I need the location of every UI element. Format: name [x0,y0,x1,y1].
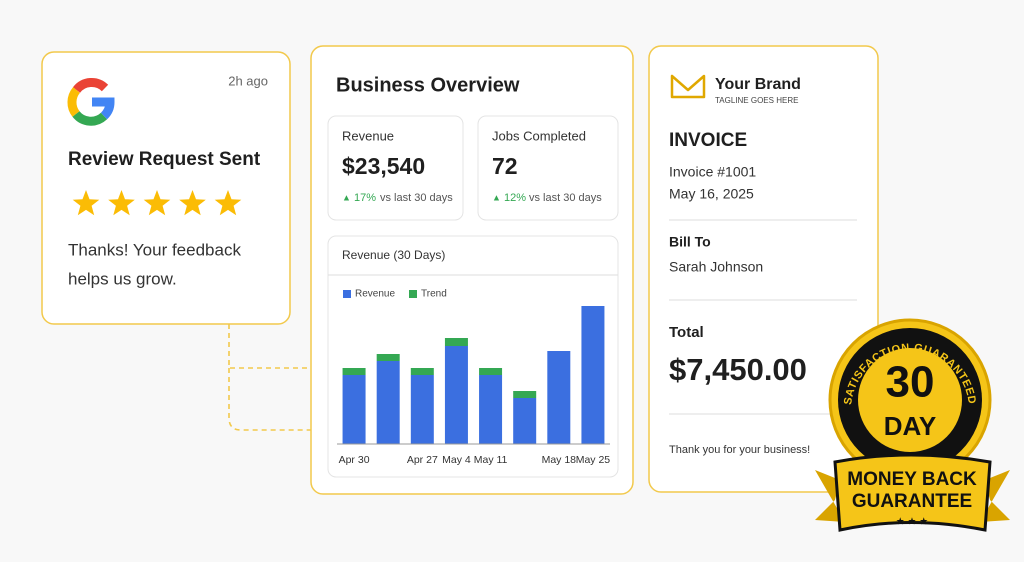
x-tick-label: May 11 [474,454,508,466]
legend-swatch [343,290,351,298]
ribbon [833,453,992,532]
ribbon-text: MONEY BACK [847,469,977,490]
message: helps us grow. [68,269,177,288]
x-tick-label: Apr 27 [407,454,438,466]
invoice-heading: INVOICE [669,130,747,151]
metric-label: Revenue [342,128,394,143]
chart: Revenue Trend Apr 30 Apr 27 May 4 May 11 May 1… [337,289,610,466]
time: 2h ago [228,73,268,88]
google-logo [67,78,115,126]
message: Thanks! Your feedback [68,240,241,259]
stars [72,190,242,216]
metric-change: 12% [504,192,526,204]
bar-segment [513,391,537,398]
badge-unit: DAY [884,411,937,441]
star [214,190,242,216]
x-tick-label: Apr 30 [339,454,370,466]
ribbon-tails [815,470,1010,522]
invoice-number: Invoice #1001 [669,164,756,180]
brand: Your Brand [715,76,801,93]
star [108,190,135,216]
bar-segment [479,375,503,444]
connector [228,324,311,431]
review-title: Review Request Sent [68,149,261,170]
overview-title: Business Overview [336,74,520,96]
ribbon-text: GUARANTEE [852,491,972,512]
metric-comparison: vs last 30 days [529,192,602,204]
bar-segment [444,346,468,444]
badge: SATISFACTION GUARANTEED 30 DAY MONEY BAC… [815,318,1010,532]
star [143,190,171,216]
badge-inner [858,348,962,452]
x-tick-label: May 4 [442,454,471,466]
x-tick-label: May 18 [542,454,577,466]
bar-segment [342,368,366,375]
star [179,190,206,216]
bar-segment [342,375,366,444]
tagline: TAGLINE GOES HERE [715,96,798,105]
bar-segment [547,351,571,444]
x-tick-label: May 25 [576,454,611,466]
footer: Thank you for your business! [669,444,810,456]
metric-value: $23,540 [342,153,425,179]
card [648,45,879,493]
legend-label: Revenue [355,289,395,300]
metric-label: Jobs Completed [492,128,586,143]
invoice-date: May 16, 2025 [669,186,754,202]
bill-to: Sarah Johnson [669,259,763,275]
bill-to-label: Bill To [669,234,711,250]
bar-segment [376,354,400,361]
up-arrow: ▲ [342,192,351,202]
badge-number: 30 [886,358,935,407]
bar-segment [513,398,537,444]
bar-segment [410,375,434,444]
up-arrow: ▲ [492,192,501,202]
chart-title: Revenue (30 Days) [342,248,445,262]
invoice-card: Your Brand TAGLINE GOES HERE INVOICE Inv… [648,45,879,493]
total: $7,450.00 [669,352,807,387]
metric-change: 17% [354,192,376,204]
bar-segment [479,368,503,375]
bar-segment [376,361,400,444]
ribbon-stars: ★ ★ ★ [896,517,928,528]
chart-box [327,235,619,478]
metric-box [327,115,464,221]
legend-swatch [409,290,417,298]
legend-label: Trend [421,289,447,300]
brand-logo [670,74,706,99]
bar-segment [410,368,434,375]
metric-comparison: vs last 30 days [380,192,453,204]
bar-segment [581,306,605,444]
bar-segment [444,338,468,346]
metric-box [477,115,619,221]
star [72,190,100,216]
review-card: 2h ago Review Request Sent Thanks! Your … [41,51,291,325]
metric-value: 72 [492,153,518,179]
overview-card: Business Overview Revenue $23,540 ▲ 17% … [310,45,634,495]
total-label: Total [669,324,704,341]
